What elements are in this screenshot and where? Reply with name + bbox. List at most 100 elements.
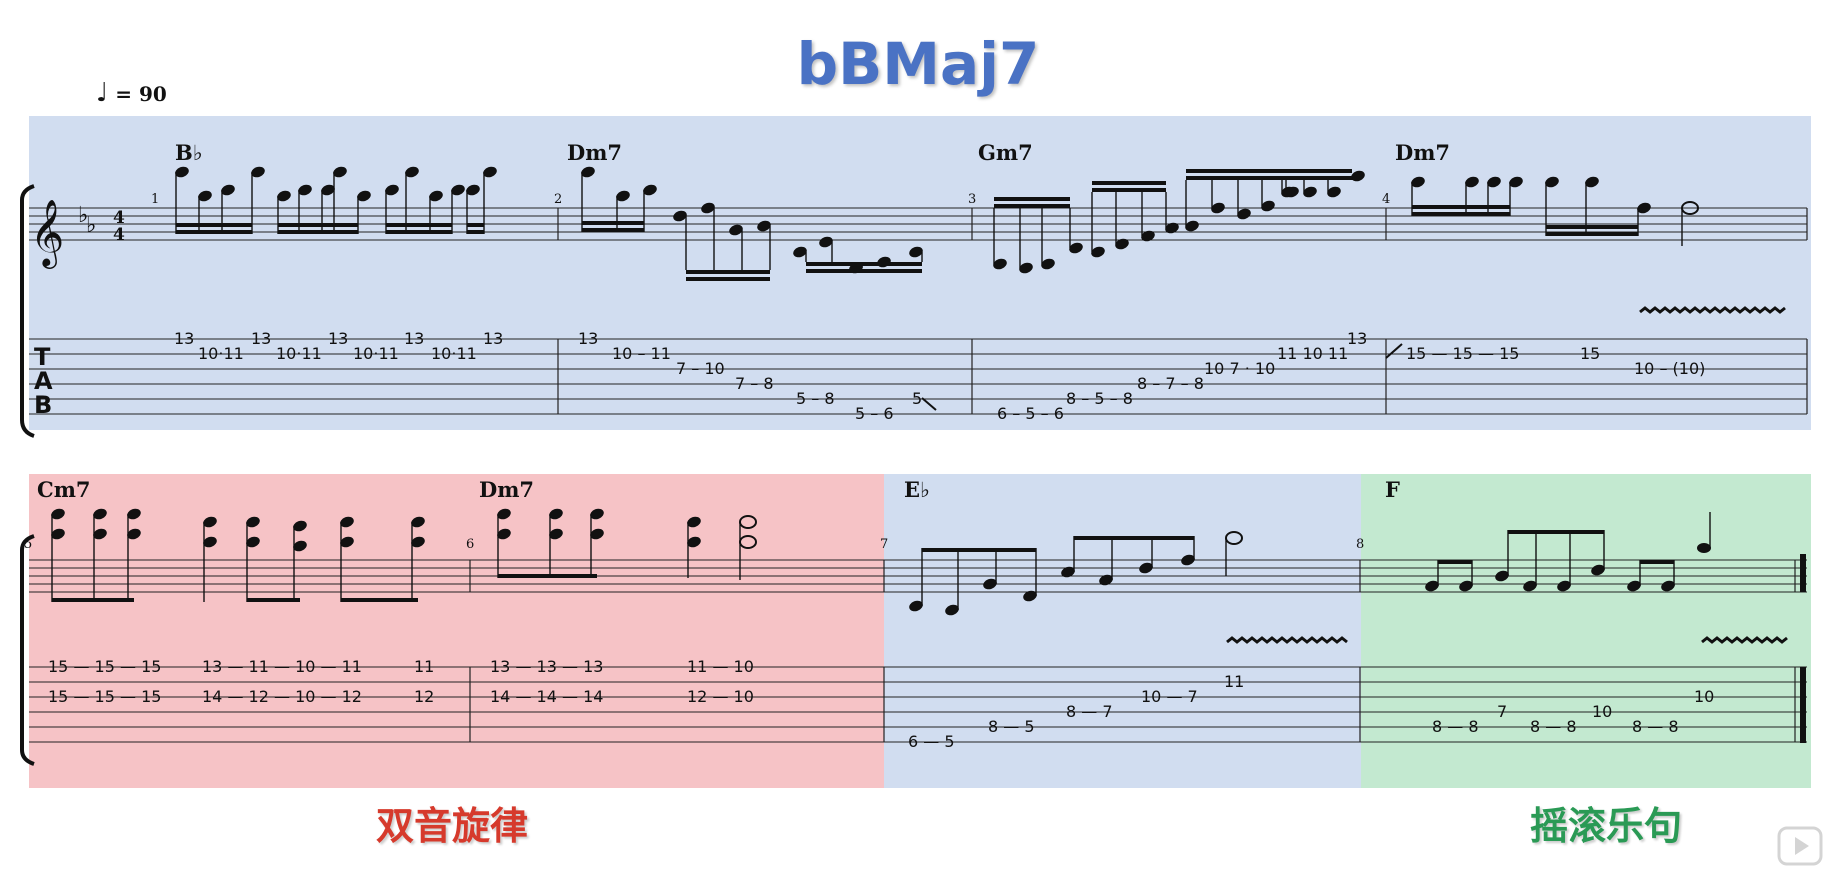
tempo-marking: ♩ = 90 [96,78,167,108]
note-head [203,516,217,528]
tab-number: 10 — 7 [1141,687,1198,706]
play-icon[interactable] [1776,822,1824,870]
note-head [1211,202,1225,214]
note-head [1557,580,1571,592]
barlines-row1 [557,208,1808,414]
note-head [1459,580,1473,592]
note-beam [278,230,358,234]
band-row2-blue [884,474,1361,788]
note-head [1585,176,1599,188]
tab-number: 13 — 13 — 13 [490,657,603,676]
vibrato-mark [1639,306,1786,314]
note-head [643,184,657,196]
tab-staff-row2 [29,666,1807,743]
measure-number: 6 [466,537,474,552]
note-head [590,508,604,520]
tab-number: 11 [1224,672,1244,691]
note-head [1091,246,1105,258]
note-head [1411,176,1425,188]
note-head [277,190,291,202]
note-head [1069,242,1083,254]
note-beam [386,223,452,227]
key-flat-1: ♭ [78,203,88,228]
vibrato-mark [1226,636,1348,644]
system-bracket-2 [20,534,35,766]
note-head [793,246,807,258]
tab-number: 10·11 [198,344,244,363]
tab-number: 13 [328,329,348,348]
note-head [51,508,65,520]
chord-label: F [1385,477,1400,502]
note-head [549,508,563,520]
tab-number: 10 – 11 [612,344,671,363]
tab-number: 10·11 [431,344,477,363]
note-head [1637,202,1651,214]
note-beam [922,548,1036,552]
note-beam [386,230,452,234]
note-beam [1412,212,1510,216]
note-head [175,166,189,178]
note-head [466,184,480,196]
chord-label: E♭ [904,477,930,502]
tab-number: 13 — 11 — 10 — 11 [202,657,362,676]
treble-clef-icon: 𝄞 [30,198,64,269]
note-head [1165,222,1179,234]
barlines-row2 [469,560,1796,742]
note-beam [582,228,644,232]
note-head [1465,176,1479,188]
tab-number: 6 – 5 – 6 [997,404,1064,423]
chord-label: B♭ [175,140,203,165]
note-head [127,508,141,520]
tab-number: 11 — 10 [687,657,754,676]
note-head [93,508,107,520]
measure-number: 1 [151,192,159,207]
note-beam [686,277,770,281]
note-beam [467,223,484,227]
tab-number: 8 — 8 [1632,717,1679,736]
note-beam [806,262,922,266]
quarter-note-icon: ♩ [96,78,109,108]
note-beam [498,574,597,578]
tab-number: 10·11 [353,344,399,363]
slide-mark [1385,343,1403,359]
tab-number: 5 – 6 [855,404,894,423]
note-head [819,236,833,248]
measure-number: 2 [554,192,562,207]
tab-number: 15 — 15 — 15 [48,657,161,676]
note-head [411,536,425,548]
note-head [1061,566,1075,578]
note-head [411,516,425,528]
note-head [616,190,630,202]
note-head [385,184,399,196]
tab-number: 10·11 [276,344,322,363]
note-head [1237,208,1251,220]
note-beam [1186,169,1286,173]
note-head [483,166,497,178]
tab-number: 5 [912,389,922,408]
note-head [1023,590,1037,602]
note-beam [1092,181,1166,185]
note-head [451,184,465,196]
note-head [198,190,212,202]
note-head [687,536,701,548]
final-barline [1800,667,1806,743]
note-head [497,508,511,520]
note-head [1591,564,1605,576]
note-beam [1282,169,1352,173]
note-beam [1546,232,1638,236]
tab-numbers-row1: 13 10·11 13 10·11 13 10·11 13 10·11 13 1… [174,329,1705,423]
note-head [1487,176,1501,188]
note-beam [278,223,358,227]
tab-number: 8 — 8 [1432,717,1479,736]
note-head [1327,186,1341,198]
note-head [93,528,107,540]
note-beam [1640,560,1674,564]
time-sig-bottom: 4 [113,225,125,245]
caption-rock-lick: 摇滚乐句 [1530,804,1683,848]
note-head [1019,262,1033,274]
measure-number: 3 [968,192,976,207]
note-head [127,528,141,540]
notes-row1 [175,166,1699,281]
note-head [293,540,307,552]
note-head [590,528,604,540]
